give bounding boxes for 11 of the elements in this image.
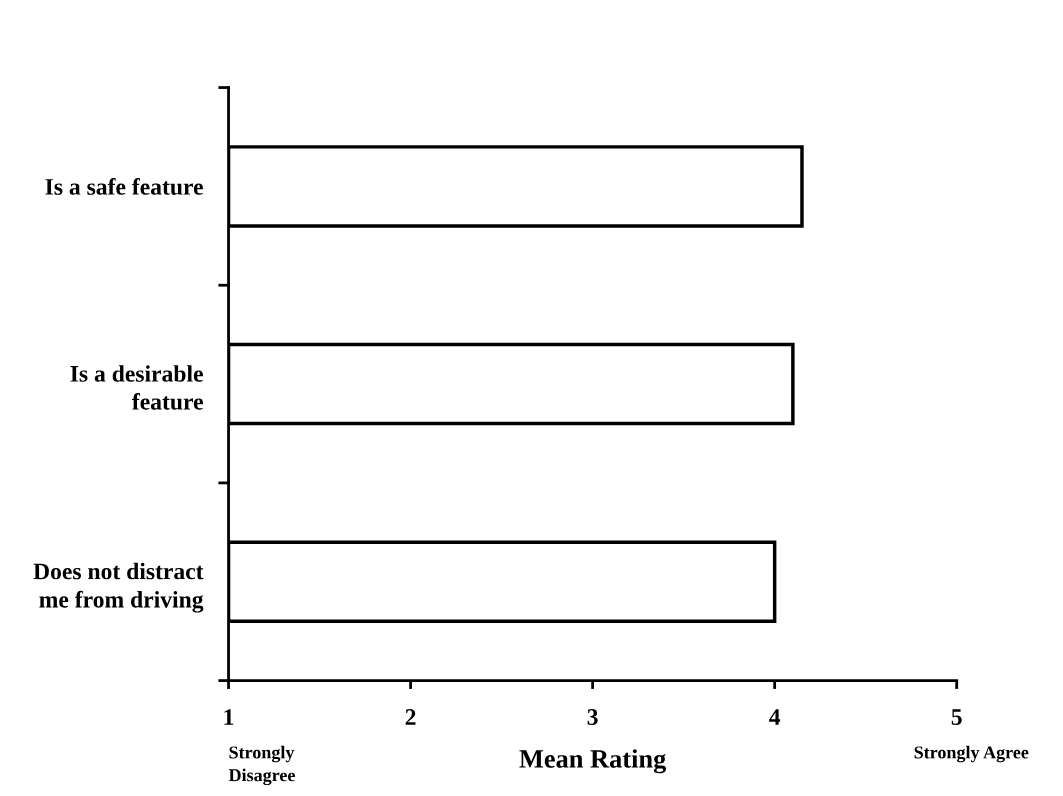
x-tick-label: 1 bbox=[224, 709, 234, 725]
text: Strongly Disagree bbox=[228, 745, 295, 786]
y-tick-label: Does not distract me from driving bbox=[33, 562, 204, 613]
x-tick-label: 5 bbox=[951, 709, 962, 725]
x-tick-label: 2 bbox=[405, 709, 416, 725]
x-tick-label: 3 bbox=[587, 709, 598, 725]
y-tick-label: Is a desirable feature bbox=[70, 365, 203, 410]
y-tick-label: Is a safe feature bbox=[45, 177, 203, 195]
text: Strongly Agree bbox=[914, 745, 1029, 763]
x-axis-title: Mean Rating bbox=[519, 749, 667, 774]
x-tick-label: 4 bbox=[769, 709, 781, 725]
